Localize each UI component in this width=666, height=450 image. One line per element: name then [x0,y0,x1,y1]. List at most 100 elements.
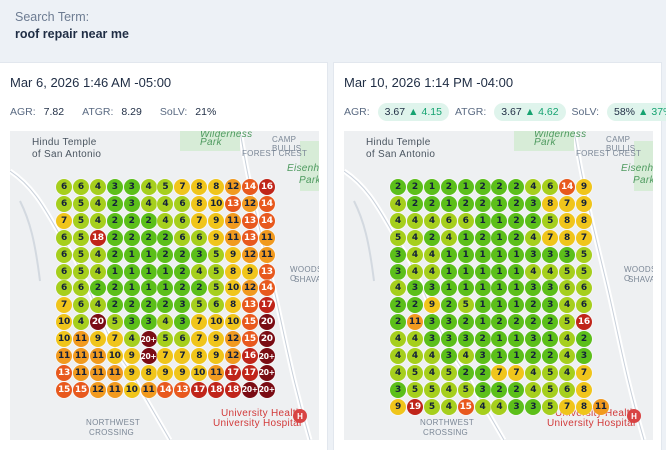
rank-cell[interactable]: 4 [423,263,440,280]
rank-cell[interactable]: 11 [56,348,72,364]
rank-cell[interactable]: 7 [56,297,72,314]
rank-cell[interactable]: 2 [525,212,542,229]
rank-cell[interactable]: 11 [225,212,241,229]
rank-cell[interactable]: 11 [72,364,89,381]
rank-cell[interactable]: 15 [56,381,72,398]
rank-cell[interactable]: 11 [225,229,241,246]
rank-cell[interactable]: 10 [191,364,208,381]
rank-cell[interactable]: 8 [575,381,592,398]
rank-cell[interactable]: 4 [491,398,508,415]
rank-cell[interactable]: 2 [390,314,406,331]
rank-cell[interactable]: 9 [89,331,106,348]
rank-cell[interactable]: 5 [559,263,575,280]
rank-cell[interactable]: 7 [191,212,208,229]
rank-cell[interactable]: 8 [575,398,592,415]
rank-cell[interactable]: 1 [123,280,140,297]
rank-cell[interactable]: 1 [106,263,123,280]
rank-cell[interactable]: 3 [123,314,140,331]
rank-cell[interactable]: 10 [225,280,241,297]
rank-cell[interactable]: 7 [542,229,559,246]
rank-cell[interactable]: 1 [474,297,491,314]
rank-cell[interactable]: 5 [72,246,89,263]
rank-cell[interactable]: 2 [474,195,491,212]
rank-cell[interactable]: 4 [89,212,106,229]
rank-cell[interactable]: 1 [491,348,508,364]
rank-cell[interactable]: 7 [191,314,208,331]
rank-cell[interactable]: 2 [174,280,191,297]
rank-cell[interactable]: 4 [390,280,406,297]
rank-cell[interactable]: 9 [575,195,592,212]
rank-cell[interactable]: 6 [56,280,72,297]
rank-cell[interactable]: 6 [174,195,191,212]
rank-grid-map[interactable]: Wilderness Park CAMP BULLIS FOREST CREST… [10,131,319,440]
rank-cell[interactable]: 8 [140,364,157,381]
rank-cell[interactable]: 9 [123,364,140,381]
rank-cell[interactable]: 3 [525,398,542,415]
rank-cell[interactable]: 2 [457,364,474,381]
rank-cell[interactable]: 1 [457,229,474,246]
rank-cell[interactable]: 4 [89,263,106,280]
rank-cell[interactable]: 5 [72,212,89,229]
rank-cell[interactable]: 4 [191,263,208,280]
rank-cell[interactable]: 2 [106,229,123,246]
rank-cell[interactable]: 3 [525,331,542,348]
rank-cell[interactable]: 2 [390,297,406,314]
rank-cell[interactable]: 5 [157,331,174,348]
rank-cell[interactable]: 15 [241,314,258,331]
rank-cell[interactable]: 8 [191,348,208,364]
rank-cell[interactable]: 2 [123,229,140,246]
rank-cell[interactable]: 12 [241,246,258,263]
rank-cell[interactable]: 3 [575,348,592,364]
rank-cell[interactable]: 3 [525,246,542,263]
rank-cell[interactable]: 2 [106,195,123,212]
rank-cell[interactable]: 5 [457,381,474,398]
rank-cell[interactable]: 7 [106,331,123,348]
rank-cell[interactable]: 20+ [258,364,275,381]
rank-cell[interactable]: 9 [208,348,225,364]
rank-cell[interactable]: 3 [123,195,140,212]
rank-cell[interactable]: 17 [241,364,258,381]
rank-cell[interactable]: 2 [457,195,474,212]
rank-cell[interactable]: 4 [559,364,575,381]
rank-cell[interactable]: 3 [174,314,191,331]
rank-cell[interactable]: 7 [508,364,525,381]
rank-cell[interactable]: 4 [559,297,575,314]
rank-cell[interactable]: 1 [440,195,457,212]
rank-cell[interactable]: 5 [208,280,225,297]
rank-cell[interactable]: 5 [72,263,89,280]
rank-cell[interactable]: 9 [423,297,440,314]
rank-cell[interactable]: 3 [474,381,491,398]
rank-cell[interactable]: 3 [390,381,406,398]
rank-cell[interactable]: 1 [423,179,440,195]
rank-cell[interactable]: 2 [140,229,157,246]
rank-cell[interactable]: 10 [208,314,225,331]
rank-cell[interactable]: 2 [140,212,157,229]
rank-cell[interactable]: 2 [508,179,525,195]
rank-cell[interactable]: 1 [457,179,474,195]
rank-cell[interactable]: 1 [491,195,508,212]
rank-cell[interactable]: 3 [440,348,457,364]
rank-cell[interactable]: 6 [56,246,72,263]
rank-cell[interactable]: 8 [191,195,208,212]
rank-cell[interactable]: 8 [542,195,559,212]
rank-cell[interactable]: 4 [390,212,406,229]
rank-cell[interactable]: 6 [440,212,457,229]
rank-cell[interactable]: 1 [140,263,157,280]
rank-cell[interactable]: 6 [72,280,89,297]
rank-cell[interactable]: 6 [56,179,72,195]
rank-cell[interactable]: 5 [542,212,559,229]
rank-cell[interactable]: 2 [123,297,140,314]
rank-cell[interactable]: 17 [258,297,275,314]
rank-cell[interactable]: 13 [174,381,191,398]
rank-cell[interactable]: 4 [440,381,457,398]
rank-cell[interactable]: 5 [559,314,575,331]
rank-cell[interactable]: 1 [474,314,491,331]
rank-cell[interactable]: 3 [174,297,191,314]
rank-cell[interactable]: 6 [575,297,592,314]
rank-cell[interactable]: 2 [423,195,440,212]
rank-cell[interactable]: 2 [525,297,542,314]
rank-cell[interactable]: 9 [575,179,592,195]
rank-cell[interactable]: 2 [406,195,423,212]
rank-cell[interactable]: 2 [440,297,457,314]
rank-cell[interactable]: 2 [174,246,191,263]
